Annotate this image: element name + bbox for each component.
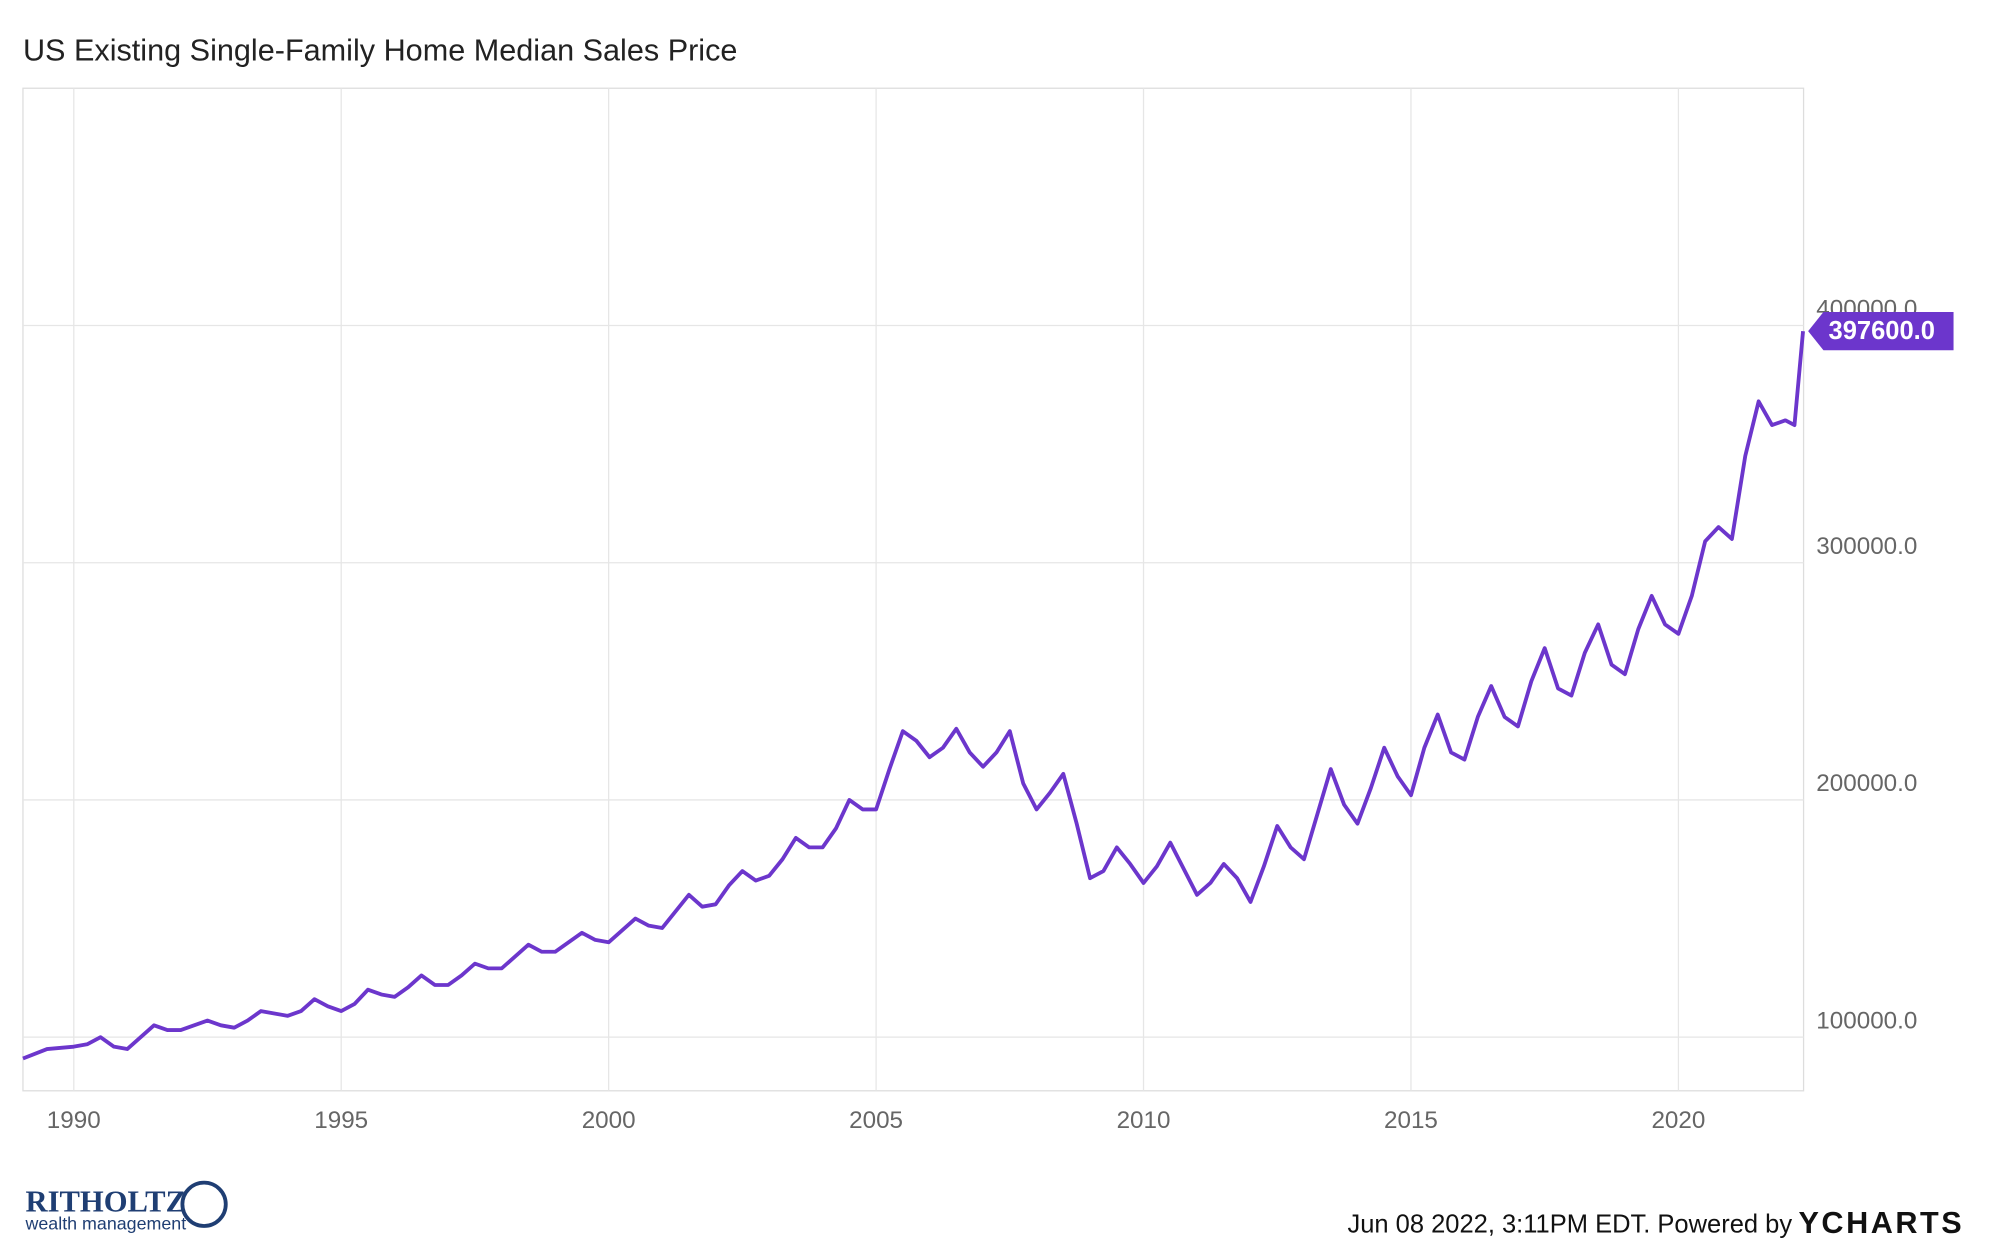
line xyxy=(22,330,1805,1061)
chart-title: US Existing Single-Family Home Median Sa… xyxy=(23,34,737,68)
logo-subtitle: wealth management xyxy=(25,1213,187,1233)
plot-frame xyxy=(22,87,1805,1092)
y-tick-label: 100000.0 xyxy=(1816,1007,1917,1034)
logo-mark xyxy=(180,1180,228,1228)
x-tick-label: 2015 xyxy=(1384,1107,1438,1134)
x-tick-label: 1990 xyxy=(47,1107,101,1134)
logo: RITHOLTZ xyxy=(26,1184,187,1218)
x-tick-label: 2020 xyxy=(1651,1107,1705,1134)
value-flag xyxy=(1808,312,1954,351)
y-tick-label: 200000.0 xyxy=(1816,770,1917,797)
value-label: 397600.0 xyxy=(1829,317,1935,345)
x-tick-label: 2000 xyxy=(582,1107,636,1134)
y-tick-label: 300000.0 xyxy=(1816,533,1917,560)
x-tick-label: 1995 xyxy=(314,1107,368,1134)
footer: Jun 08 2022, 3:11PM EDT. Powered by xyxy=(1347,1211,1792,1239)
x-tick-label: 2010 xyxy=(1117,1107,1171,1134)
brand: YCHARTS xyxy=(1798,1206,1964,1240)
x-tick-label: 2005 xyxy=(849,1107,903,1134)
